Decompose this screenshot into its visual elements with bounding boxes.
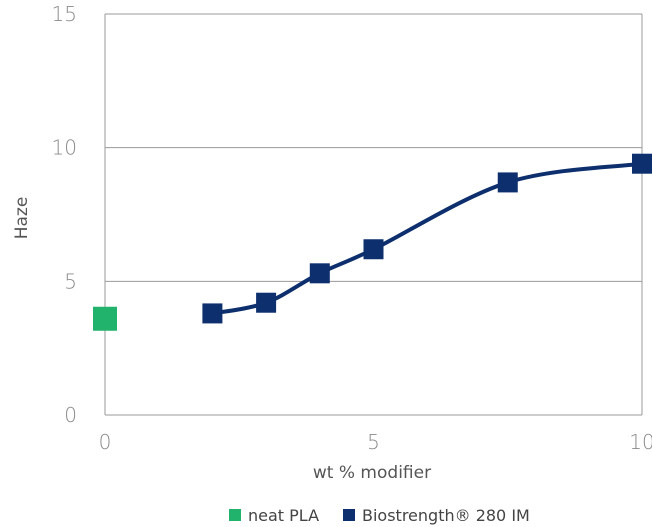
- y-tick-label: 15: [52, 2, 77, 26]
- data-point-1-4: [497, 172, 518, 193]
- legend-swatch-neat-pla: [229, 509, 241, 521]
- data-point-1-1: [256, 292, 277, 313]
- legend: neat PLA Biostrength® 280 IM: [229, 506, 530, 525]
- legend-swatch-biostrength: [343, 509, 355, 521]
- data-point-0-0: [93, 306, 117, 331]
- legend-label-biostrength: Biostrength® 280 IM: [362, 506, 530, 525]
- legend-label-neat-pla: neat PLA: [248, 506, 319, 525]
- y-tick-label: 0: [64, 403, 77, 427]
- y-tick-label: 10: [52, 136, 77, 160]
- axes: [104, 14, 643, 416]
- y-tick-label: 5: [64, 269, 77, 293]
- data-point-1-0: [202, 303, 223, 324]
- y-tick-labels: 0 5 10 15: [52, 2, 77, 427]
- series-line-1: [210, 161, 644, 316]
- x-axis-title: wt % modifier: [313, 463, 431, 483]
- plot-series: [93, 153, 652, 331]
- x-tick-label: 0: [99, 430, 112, 454]
- data-point-1-5: [632, 153, 652, 174]
- data-point-1-3: [363, 239, 384, 260]
- x-tick-label: 10: [629, 430, 652, 454]
- y-axis-title: Haze: [12, 197, 32, 240]
- x-tick-labels: 0 5 10: [99, 430, 652, 454]
- data-point-1-2: [309, 263, 330, 284]
- x-tick-label: 5: [367, 430, 380, 454]
- gridlines: [105, 13, 642, 282]
